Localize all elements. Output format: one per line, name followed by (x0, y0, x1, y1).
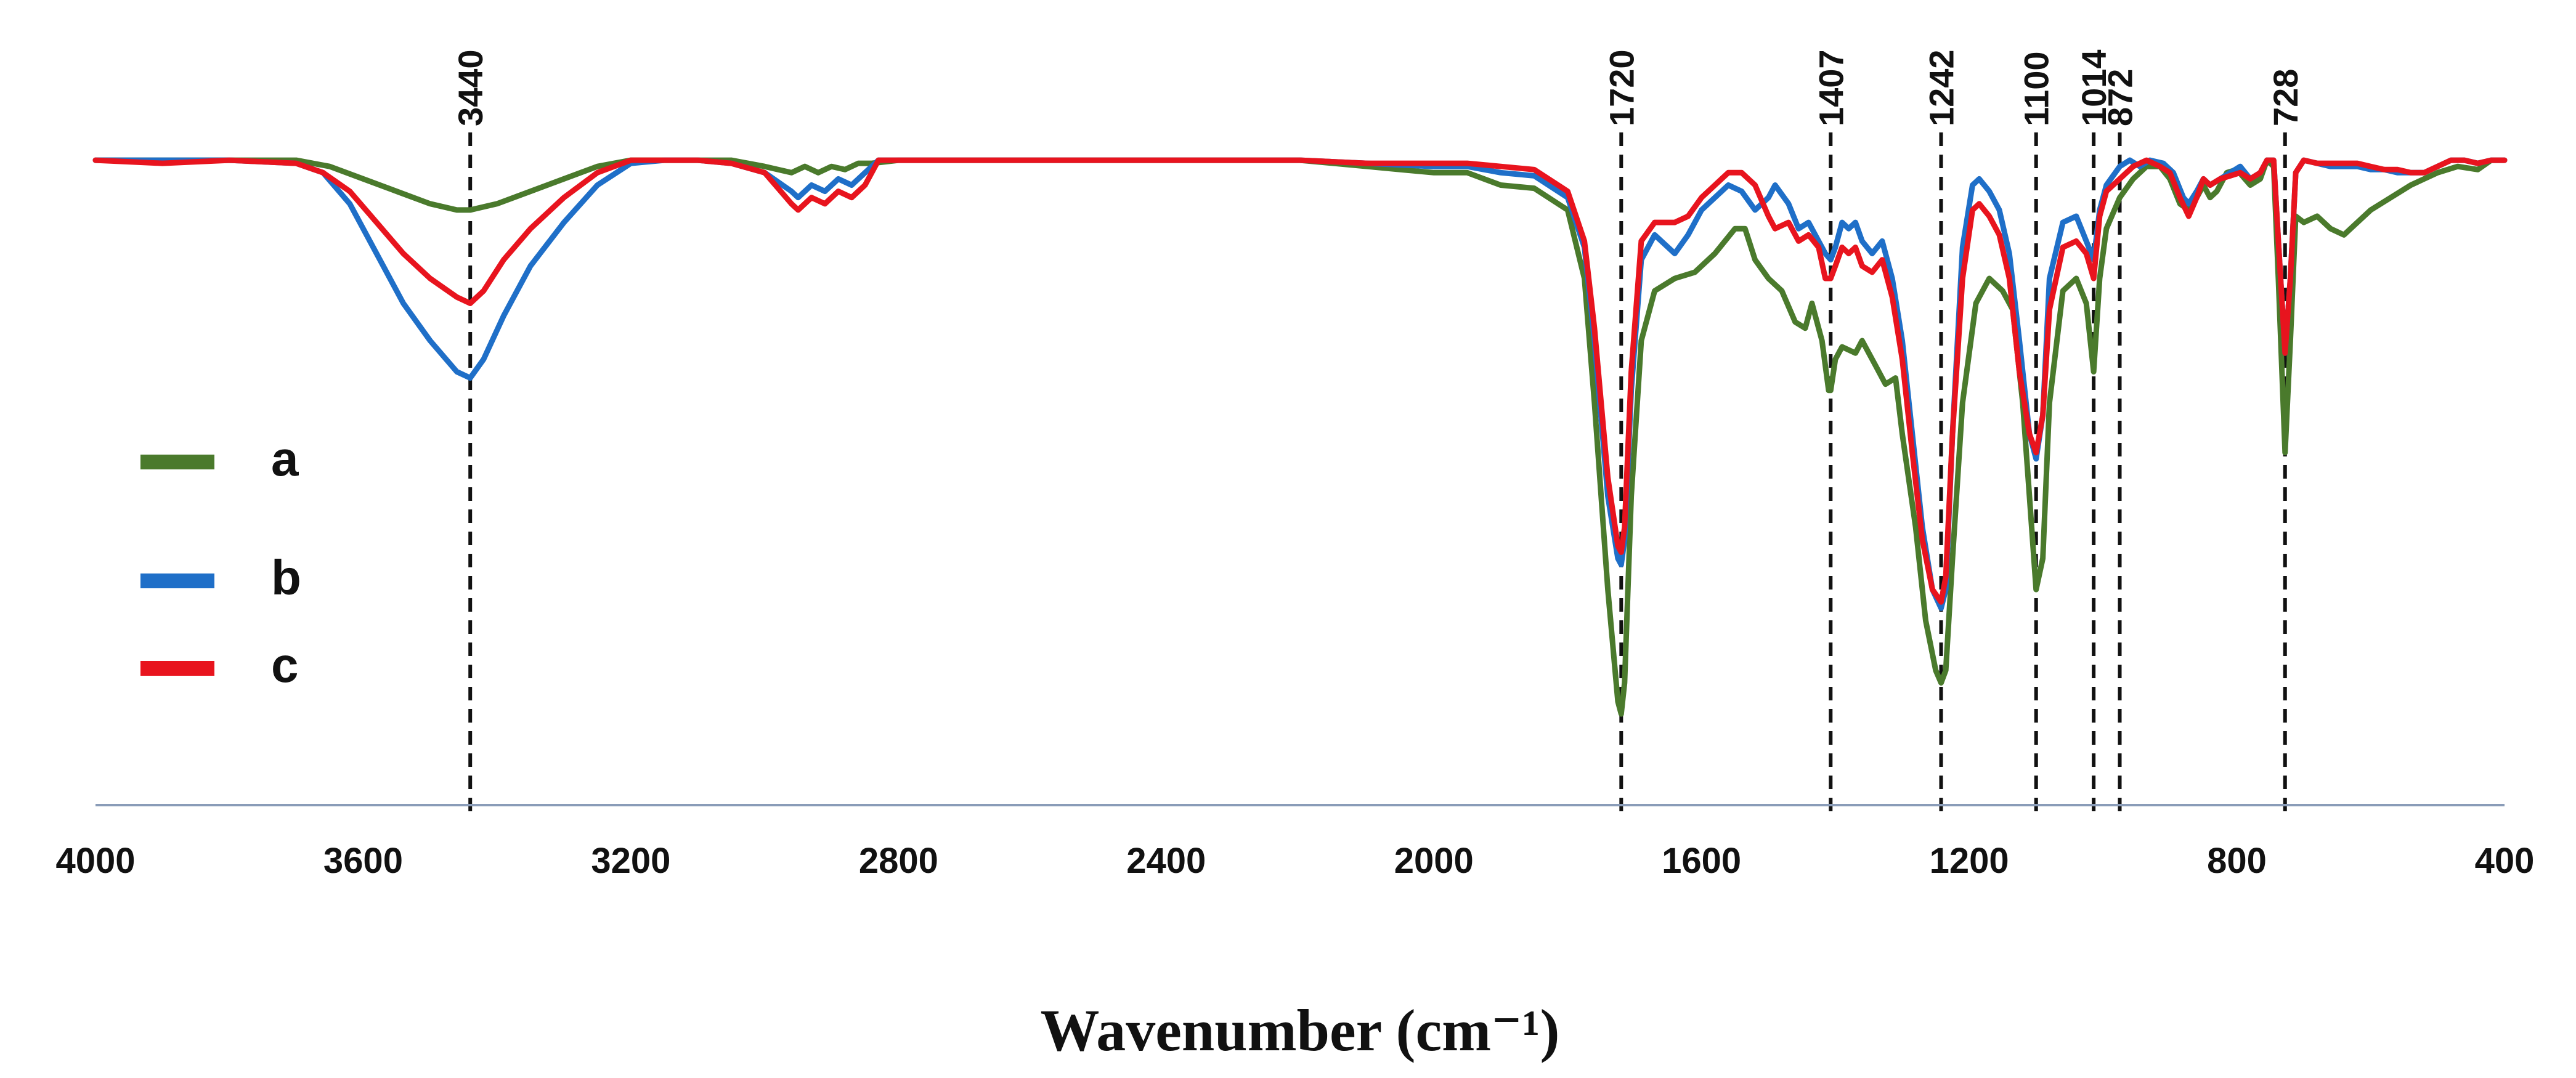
x-tick-label-1600: 1600 (1662, 841, 1741, 881)
legend-label-c: c (271, 638, 299, 692)
x-tick-labels: 4000 3600 3200 2800 2400 2000 1600 1200 800 400 (55, 841, 2534, 881)
peak-label-872: 872 (2100, 69, 2139, 126)
x-tick-label-1200: 1200 (1930, 841, 2009, 881)
peak-label-1407: 1407 (1811, 49, 1850, 126)
x-tick-label-2800: 2800 (859, 841, 938, 881)
legend-label-b: b (271, 550, 301, 605)
peak-label-1100: 1100 (2017, 52, 2056, 127)
x-tick-label-4000: 4000 (55, 841, 135, 881)
peak-label-1014: 1014 (2074, 49, 2113, 126)
x-tick-label-2000: 2000 (1394, 841, 1474, 881)
x-tick-label-400: 400 (2475, 841, 2535, 881)
x-tick-label-2400: 2400 (1126, 841, 1206, 881)
peak-label-1720: 1720 (1602, 49, 1641, 126)
x-tick-label-3200: 3200 (591, 841, 670, 881)
x-axis-title: Wavenumber (cm⁻¹) (1041, 997, 1560, 1063)
peak-label-3440: 3440 (451, 49, 490, 126)
series-line-a (92, 157, 2508, 717)
series-group (92, 157, 2508, 717)
series-line-c (92, 157, 2508, 605)
x-tick-label-3600: 3600 (323, 841, 403, 881)
x-tick-label-800: 800 (2207, 841, 2267, 881)
legend-label-a: a (271, 431, 299, 486)
legend: a bc (140, 431, 301, 692)
peak-label-728: 728 (2266, 69, 2305, 126)
series-line-b (92, 157, 2508, 611)
peak-label-1242: 1242 (1922, 49, 1960, 126)
